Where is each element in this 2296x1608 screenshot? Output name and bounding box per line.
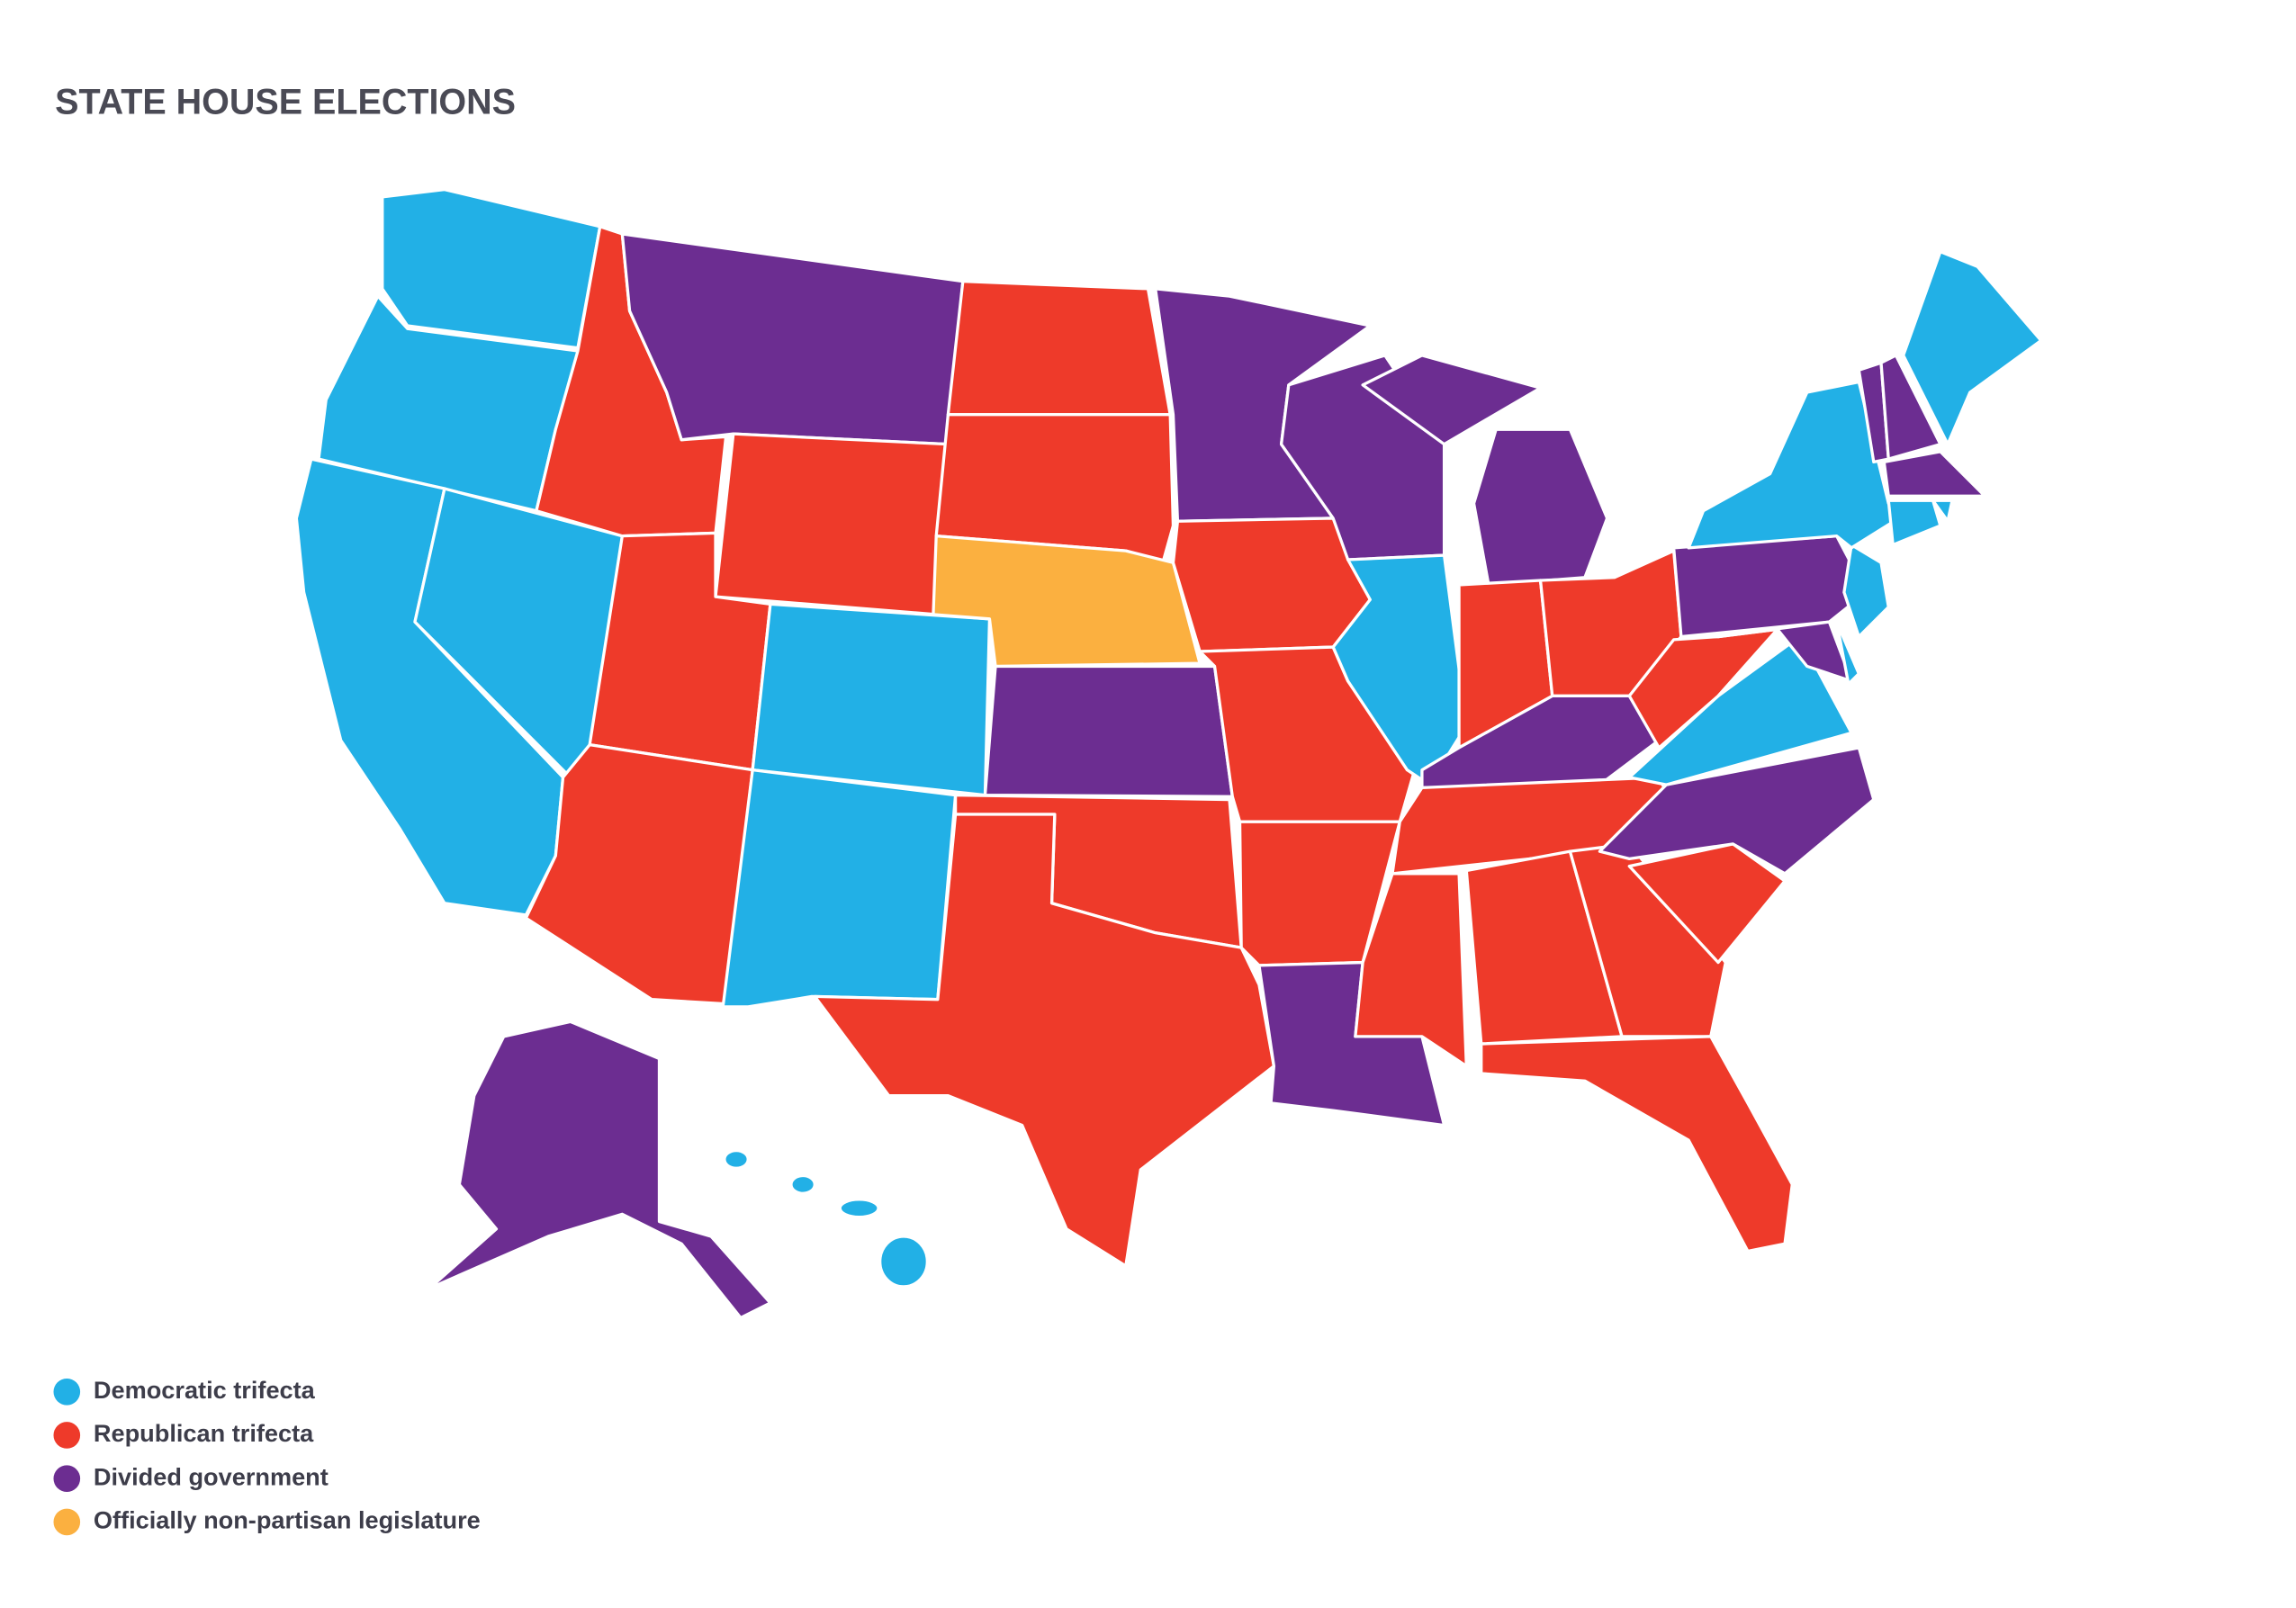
legend-swatch bbox=[53, 1465, 81, 1492]
legend-label: Officially non-partisan legislature bbox=[94, 1506, 481, 1534]
legend-label: Divided government bbox=[94, 1462, 329, 1490]
title: STATE HOUSE ELECTIONS bbox=[55, 83, 516, 122]
state bbox=[1931, 499, 1954, 523]
state bbox=[932, 535, 1202, 669]
state bbox=[983, 664, 1234, 798]
state bbox=[721, 768, 958, 1009]
state bbox=[381, 187, 602, 350]
state bbox=[1716, 620, 1853, 683]
state bbox=[1882, 450, 1986, 498]
legend-label: Republican trifecta bbox=[94, 1419, 314, 1447]
legend: Democratic trifecta Republican trifecta Di… bbox=[53, 1376, 481, 1536]
state bbox=[1331, 553, 1468, 786]
legend-label: Democratic trifecta bbox=[94, 1376, 316, 1404]
legend-swatch bbox=[53, 1508, 81, 1536]
state bbox=[1361, 354, 1543, 446]
state bbox=[813, 813, 1276, 1268]
state bbox=[1886, 499, 1942, 547]
state bbox=[789, 1173, 816, 1195]
state bbox=[1842, 543, 1890, 639]
state bbox=[1879, 354, 1942, 461]
legend-swatch bbox=[53, 1422, 81, 1449]
state bbox=[751, 602, 992, 797]
legend-swatch bbox=[53, 1378, 81, 1406]
state bbox=[1598, 746, 1876, 876]
state bbox=[1472, 427, 1609, 587]
state bbox=[1835, 620, 1860, 686]
state bbox=[428, 1020, 772, 1320]
state bbox=[878, 1235, 929, 1289]
state bbox=[1902, 250, 2043, 446]
state bbox=[946, 279, 1172, 417]
state bbox=[838, 1198, 880, 1219]
state bbox=[1627, 842, 1787, 965]
state bbox=[723, 1148, 750, 1170]
state bbox=[1480, 1035, 1794, 1253]
state bbox=[714, 432, 950, 616]
state bbox=[620, 232, 965, 446]
state bbox=[1354, 872, 1468, 1068]
states bbox=[294, 187, 2043, 1320]
